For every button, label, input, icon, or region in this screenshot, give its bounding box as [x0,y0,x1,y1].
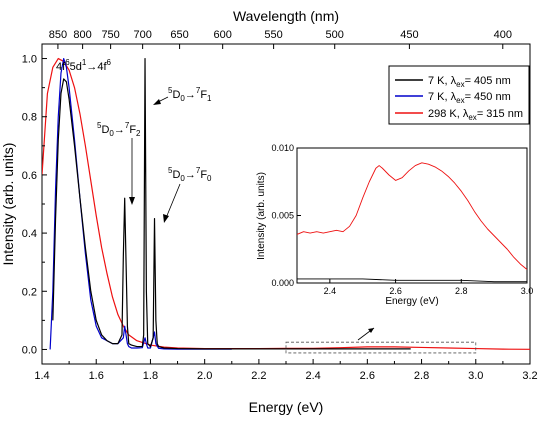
x-tick-label: 3.0 [468,370,483,382]
x-tick-label: 1.4 [34,370,49,382]
x-tick-label: 2.4 [305,370,320,382]
top-tick-label: 550 [264,29,282,41]
legend-box [388,65,530,125]
top-tick-label: 800 [73,29,91,41]
inset-series [297,162,527,283]
y-axis-label: Intensity (arb. units) [0,143,16,266]
inset-x-axis-label: Energy (eV) [385,296,438,307]
inset-y-tick-label: 0.005 [271,211,294,221]
series-line-2 [42,57,530,350]
top-tick-label: 500 [326,29,344,41]
inset-y-axis-label: Intensity (arb. units) [256,172,267,260]
top-x-ticks: 850 800 750 700 650 600 550 500 450 400 [49,29,512,49]
legend: 7 K, λex= 405 nm 7 K, λex= 450 nm 298 K,… [388,65,530,125]
legend-label-2: 298 K, λex= 315 nm [428,108,523,122]
top-tick-label: 700 [133,29,151,41]
inset-y-ticks: 0.000 0.005 0.010 [271,143,301,288]
inset-x-tick-label: 2.4 [324,286,337,296]
zoom-arrow-head [368,328,374,333]
x-tick-label: 2.6 [360,370,375,382]
x-tick-label: 3.2 [522,370,537,382]
y-tick-label: 0.2 [22,286,37,298]
inset-series-line-1 [297,278,527,283]
annotation-5d0-7f2: 5D0→7F2 [97,121,141,138]
annotation-4f-5d: 4f65d1→4f6 [56,58,112,73]
inset: 2.4 2.6 2.8 3.0 0.000 0.005 0.010 Energy (eV)… [256,143,533,307]
top-tick-label: 650 [170,29,188,41]
x-tick-label: 1.8 [143,370,158,382]
y-tick-label: 0.0 [22,344,37,356]
zoom-region-box [285,341,477,354]
inset-y-tick-label: 0.010 [271,143,294,153]
inset-frame [296,147,528,284]
top-tick-label: 600 [213,29,231,41]
annotation-arrowhead-7f0 [163,214,169,223]
top-x-axis-label: Wavelength (nm) [233,8,339,24]
inset-x-ticks: 2.4 2.6 2.8 3.0 [324,279,534,296]
main-series [42,57,530,350]
y-tick-label: 0.4 [22,228,37,240]
inset-x-tick-label: 2.6 [389,286,402,296]
annotation-arrow-7f0 [165,183,181,219]
x-tick-label: 1.6 [89,370,104,382]
top-tick-label: 850 [49,29,67,41]
inset-series-line-0 [297,162,527,270]
x-axis-label: Energy (eV) [249,399,324,415]
annotation-5d0-7f1: 5D0→7F1 [168,86,212,103]
series-line-0 [52,57,411,350]
inset-x-tick-label: 2.8 [455,286,468,296]
inset-y-tick-label: 0.000 [271,278,294,288]
annotation-arrowhead-7f2 [129,197,135,205]
x-ticks: 1.4 1.6 1.8 2.0 2.2 2.4 2.6 2.8 3.0 3.2 [34,359,538,382]
series-line-1 [49,57,232,350]
top-tick-label: 450 [400,29,418,41]
legend-label-1: 7 K, λex= 450 nm [428,91,511,105]
annotation-5d0-7f0: 5D0→7F0 [168,166,212,183]
x-tick-label: 2.2 [251,370,266,382]
top-tick-label: 750 [101,29,119,41]
inset-x-tick-label: 3.0 [521,286,534,296]
x-tick-label: 2.0 [197,370,212,382]
y-tick-label: 0.6 [22,170,37,182]
y-ticks: 0.0 0.2 0.4 0.6 0.8 1.0 [22,54,47,356]
annotation-arrowhead-7f1 [153,99,161,105]
x-tick-label: 2.8 [414,370,429,382]
y-tick-label: 1.0 [22,54,37,66]
top-tick-label: 400 [494,29,512,41]
legend-label-0: 7 K, λex= 405 nm [428,75,511,89]
y-tick-label: 0.8 [22,112,37,124]
